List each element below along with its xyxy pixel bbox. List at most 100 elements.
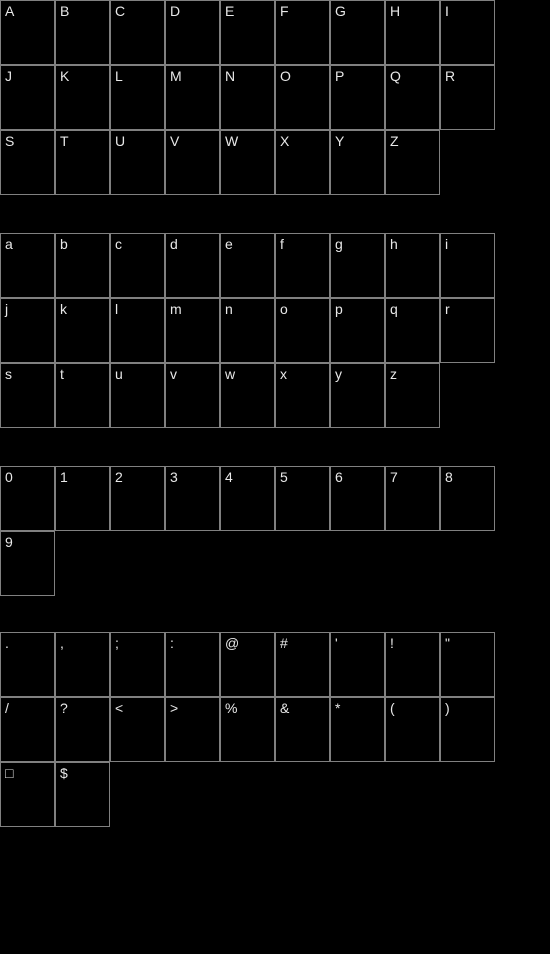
glyph-cell: V [165, 130, 220, 195]
glyph-label: R [445, 68, 455, 84]
glyph-cell: 5 [275, 466, 330, 531]
section-symbols: .,;:@#'!"/?<>%&*()□$ [0, 632, 550, 827]
glyph-cell: i [440, 233, 495, 298]
glyph-label: < [115, 700, 123, 716]
glyph-label: o [280, 301, 288, 317]
glyph-label: q [390, 301, 398, 317]
glyph-label: 1 [60, 469, 68, 485]
glyph-cell: w [220, 363, 275, 428]
glyph-label: M [170, 68, 182, 84]
glyph-label: ! [390, 635, 394, 651]
glyph-cell: ' [330, 632, 385, 697]
glyph-cell: / [0, 697, 55, 762]
glyph-label: " [445, 635, 450, 651]
glyph-label: * [335, 700, 340, 716]
glyph-cell: < [110, 697, 165, 762]
glyph-label: L [115, 68, 123, 84]
glyph-cell: p [330, 298, 385, 363]
glyph-cell: 8 [440, 466, 495, 531]
glyph-label: / [5, 700, 9, 716]
glyph-label: S [5, 133, 14, 149]
glyph-label: $ [60, 765, 68, 781]
glyph-cell: % [220, 697, 275, 762]
glyph-label: e [225, 236, 233, 252]
glyph-label: a [5, 236, 13, 252]
glyph-label: g [335, 236, 343, 252]
glyph-cell: F [275, 0, 330, 65]
glyph-cell: f [275, 233, 330, 298]
glyph-label: Q [390, 68, 401, 84]
glyph-label: & [280, 700, 289, 716]
glyph-cell: ( [385, 697, 440, 762]
glyph-label: : [170, 635, 174, 651]
glyph-label: w [225, 366, 235, 382]
glyph-label: O [280, 68, 291, 84]
glyph-cell: T [55, 130, 110, 195]
glyph-cell: ? [55, 697, 110, 762]
glyph-cell: s [0, 363, 55, 428]
glyph-cell: O [275, 65, 330, 130]
glyph-cell: & [275, 697, 330, 762]
glyph-cell: x [275, 363, 330, 428]
glyph-cell: S [0, 130, 55, 195]
glyph-label: f [280, 236, 284, 252]
glyph-label: C [115, 3, 125, 19]
glyph-label: # [280, 635, 288, 651]
glyph-label: J [5, 68, 12, 84]
glyph-label: b [60, 236, 68, 252]
glyph-label: V [170, 133, 179, 149]
glyph-cell: M [165, 65, 220, 130]
glyph-label: , [60, 635, 64, 651]
glyph-label: y [335, 366, 342, 382]
glyph-label: j [5, 301, 8, 317]
glyph-label: N [225, 68, 235, 84]
glyph-label: ( [390, 700, 395, 716]
glyph-label: 4 [225, 469, 233, 485]
glyph-label: Z [390, 133, 399, 149]
glyph-cell: m [165, 298, 220, 363]
glyph-label: P [335, 68, 344, 84]
glyph-label: X [280, 133, 289, 149]
glyph-cell: N [220, 65, 275, 130]
glyph-cell: n [220, 298, 275, 363]
glyph-label: t [60, 366, 64, 382]
glyph-label: 3 [170, 469, 178, 485]
glyph-cell: Y [330, 130, 385, 195]
glyph-cell: . [0, 632, 55, 697]
glyph-label: @ [225, 635, 239, 651]
glyph-label: i [445, 236, 448, 252]
glyph-label: m [170, 301, 182, 317]
glyph-cell: C [110, 0, 165, 65]
glyph-cell: □ [0, 762, 55, 827]
glyph-cell: : [165, 632, 220, 697]
glyph-cell: Z [385, 130, 440, 195]
glyph-cell: c [110, 233, 165, 298]
glyph-cell: q [385, 298, 440, 363]
glyph-label: 5 [280, 469, 288, 485]
glyph-cell: " [440, 632, 495, 697]
glyph-label: □ [5, 765, 13, 781]
glyph-cell: 1 [55, 466, 110, 531]
glyph-label: % [225, 700, 237, 716]
glyph-cell: 4 [220, 466, 275, 531]
glyph-label: r [445, 301, 450, 317]
glyph-label: D [170, 3, 180, 19]
glyph-cell: v [165, 363, 220, 428]
glyph-label: z [390, 366, 397, 382]
glyph-cell: W [220, 130, 275, 195]
glyph-cell: b [55, 233, 110, 298]
glyph-cell: P [330, 65, 385, 130]
glyph-label: u [115, 366, 123, 382]
section-digits: 0123456789 [0, 466, 550, 596]
section-uppercase: ABCDEFGHIJKLMNOPQRSTUVWXYZ [0, 0, 550, 195]
glyph-cell: D [165, 0, 220, 65]
glyph-cell: r [440, 298, 495, 363]
glyph-label: 2 [115, 469, 123, 485]
glyph-label: 9 [5, 534, 13, 550]
glyph-label: H [390, 3, 400, 19]
glyph-cell: U [110, 130, 165, 195]
glyph-label: I [445, 3, 449, 19]
glyph-cell: h [385, 233, 440, 298]
glyph-cell: 9 [0, 531, 55, 596]
glyph-cell: 6 [330, 466, 385, 531]
